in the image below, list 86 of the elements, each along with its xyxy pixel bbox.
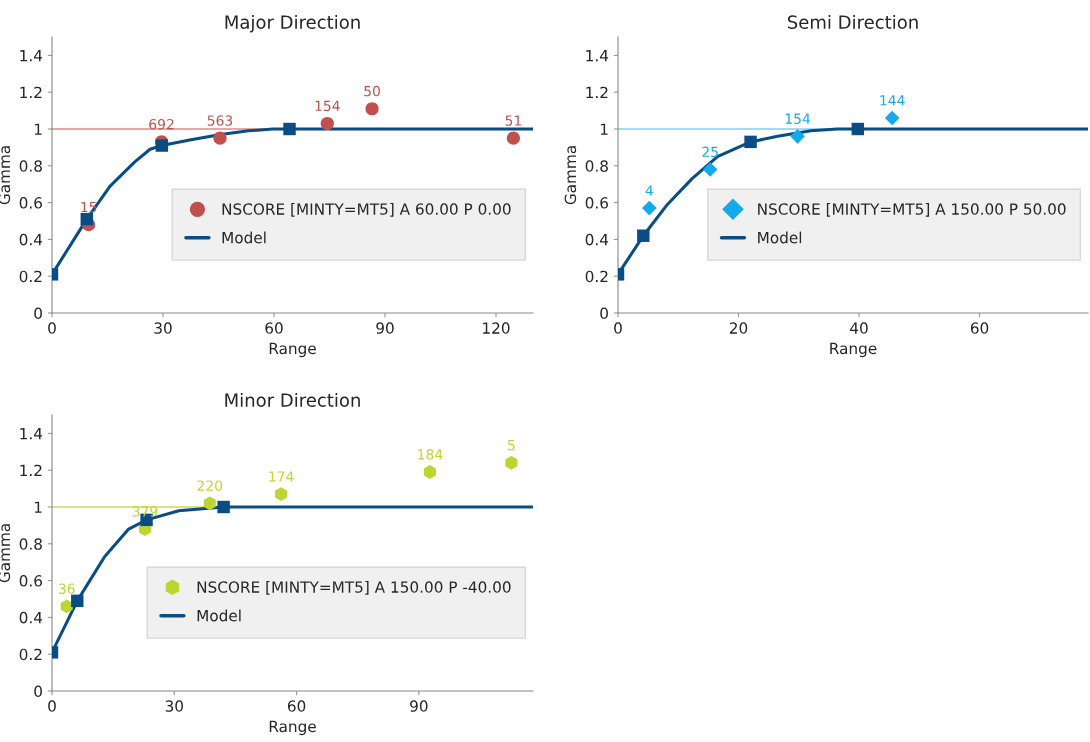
legend-label: Model <box>222 231 266 244</box>
annotation: 51 <box>505 115 521 126</box>
legend-label: NSCORE [MINTY=MT5] A 150.00 P -40.00 <box>197 581 511 595</box>
annotation: 184 <box>418 449 443 460</box>
annotation: 154 <box>315 100 340 112</box>
y-tick-label: 0 <box>34 307 42 320</box>
point <box>71 594 84 608</box>
y-tick-label: 0.2 <box>585 270 608 283</box>
y-tick-label: 1 <box>34 501 42 513</box>
x-tick-label: 30 <box>165 700 183 712</box>
point <box>790 129 805 144</box>
point <box>283 122 296 136</box>
y-axis-title: Gamma <box>564 146 577 205</box>
legend-label: Model <box>197 609 241 622</box>
point <box>744 135 757 149</box>
y-tick-label: 0.8 <box>19 538 42 550</box>
y-tick-label: 0.6 <box>19 575 43 587</box>
annotation: 692 <box>149 118 174 130</box>
y-tick-label: 1 <box>34 123 42 135</box>
y-tick-label: 0 <box>600 307 608 320</box>
y-tick-label: 0.6 <box>19 197 43 209</box>
y-tick-label: 0.4 <box>19 233 43 246</box>
point <box>365 102 379 116</box>
x-tick-label: 90 <box>410 700 428 712</box>
x-tick-label: 60 <box>970 322 989 334</box>
annotation: 154 <box>785 113 811 124</box>
legend-label: NSCORE [MINTY=MT5] A 60.00 P 0.00 <box>222 203 511 217</box>
point <box>851 122 865 136</box>
x-tick-label: 0 <box>614 322 622 334</box>
x-axis-title: Range <box>269 720 316 736</box>
annotation: 4 <box>645 185 653 196</box>
x-tick-label: 60 <box>265 322 283 334</box>
x-tick-label: 0 <box>48 322 56 334</box>
y-tick-label: 1.4 <box>20 428 43 440</box>
x-tick-label: 20 <box>729 322 748 334</box>
point <box>637 229 650 242</box>
point <box>275 487 288 502</box>
chart-title: Major Direction <box>225 14 360 33</box>
chart-title: Minor Direction <box>225 392 360 407</box>
x-tick-label: 120 <box>483 322 510 334</box>
annotation: 5 <box>508 440 515 451</box>
legend-label: Model <box>758 231 802 244</box>
y-tick-label: 1.2 <box>20 464 42 476</box>
point <box>60 599 73 614</box>
annotation: 50 <box>364 85 380 97</box>
point <box>506 131 520 145</box>
y-tick-label: 0.4 <box>19 611 43 624</box>
annotation: 220 <box>197 480 223 491</box>
y-tick-label: 0.8 <box>585 160 608 172</box>
y-tick-label: 0.4 <box>585 233 609 246</box>
y-tick-label: 1.2 <box>20 86 42 98</box>
y-tick-label: 1.4 <box>20 50 43 62</box>
y-tick-label: 0.8 <box>19 160 42 172</box>
legend-label: NSCORE [MINTY=MT5] A 150.00 P 50.00 <box>758 203 1066 217</box>
annotation: 174 <box>269 471 294 482</box>
y-tick-label: 0.2 <box>19 648 42 661</box>
point <box>320 116 334 131</box>
annotation: 25 <box>702 146 718 158</box>
annotation: 36 <box>58 583 75 594</box>
y-tick-label: 0 <box>34 685 42 698</box>
y-tick-label: 1 <box>600 123 608 135</box>
point <box>423 465 436 479</box>
point <box>884 110 900 126</box>
x-tick-label: 60 <box>287 700 306 712</box>
point <box>505 455 518 470</box>
chart-title: Semi Direction <box>787 14 918 29</box>
y-tick-label: 1.2 <box>586 86 608 98</box>
point <box>155 139 169 152</box>
point <box>203 496 216 511</box>
y-tick-label: 0.6 <box>585 197 609 209</box>
point <box>80 212 93 226</box>
annotation: 563 <box>207 115 233 126</box>
y-tick-label: 1.4 <box>586 50 609 62</box>
x-tick-label: 0 <box>48 700 56 712</box>
x-tick-label: 30 <box>154 322 172 334</box>
x-axis-title: Range <box>269 342 316 358</box>
y-tick-label: 0.2 <box>19 270 42 283</box>
annotation: 379 <box>132 506 158 517</box>
point <box>702 162 718 177</box>
point <box>642 200 657 216</box>
x-tick-label: 90 <box>376 322 394 334</box>
point <box>217 500 230 514</box>
annotation: 144 <box>880 95 905 106</box>
x-axis-title: Range <box>830 342 877 358</box>
x-tick-label: 40 <box>850 322 868 334</box>
point <box>213 131 227 145</box>
